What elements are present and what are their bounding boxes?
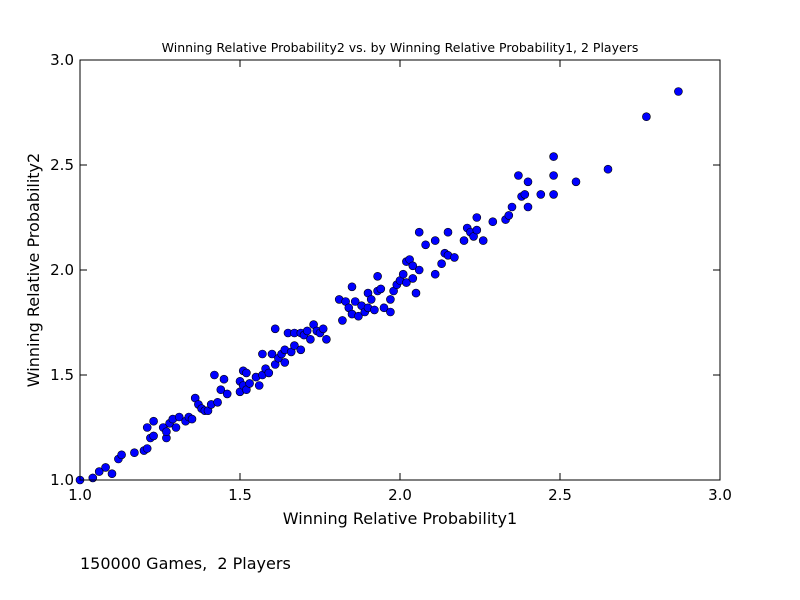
data-point <box>520 190 530 199</box>
y-axis-label: Winning Relative Probability2 <box>24 153 43 387</box>
x-tick-label: 3.0 <box>708 486 732 504</box>
data-point <box>478 236 488 245</box>
data-point <box>149 416 158 426</box>
data-point <box>504 211 514 220</box>
data-point <box>270 324 280 334</box>
data-point <box>302 326 312 336</box>
data-point <box>408 261 418 271</box>
data-point <box>174 412 184 422</box>
data-point <box>149 431 158 441</box>
data-point <box>376 284 386 294</box>
data-point <box>536 190 546 199</box>
data-point <box>603 164 613 174</box>
data-point <box>216 385 226 395</box>
games-caption: 150000 Games, 2 Players <box>80 554 291 573</box>
data-point <box>430 236 440 245</box>
data-point <box>306 334 315 344</box>
data-point <box>370 305 379 315</box>
data-point <box>523 177 533 187</box>
axis-ticks: 1.0 1.5 2.0 2.5 3.0 1.0 1.5 2.0 2.5 3.0 <box>50 51 732 504</box>
data-point <box>523 202 533 212</box>
data-point <box>187 414 197 424</box>
data-point <box>411 288 421 298</box>
data-point <box>171 423 181 432</box>
data-point <box>107 469 117 479</box>
data-point <box>254 381 264 390</box>
data-point <box>142 423 152 432</box>
chart-title: Winning Relative Probability2 vs. by Win… <box>162 40 639 55</box>
data-point <box>472 213 482 222</box>
data-point <box>162 427 171 437</box>
data-point <box>318 324 328 334</box>
data-point <box>398 269 408 279</box>
y-tick-label: 3.0 <box>50 51 74 69</box>
data-point <box>94 467 104 476</box>
y-tick-label: 1.0 <box>50 471 74 489</box>
data-point <box>514 171 523 180</box>
data-point <box>674 87 683 96</box>
y-tick-label: 2.5 <box>50 156 74 174</box>
data-point <box>142 444 152 453</box>
data-point <box>242 368 251 378</box>
data-point <box>264 368 274 378</box>
data-point <box>507 202 517 212</box>
data-point <box>421 240 430 250</box>
data-point <box>386 295 395 304</box>
data-point <box>472 225 482 235</box>
data-point <box>450 253 459 262</box>
data-point <box>386 307 395 317</box>
data-point <box>219 374 229 384</box>
data-point <box>280 358 290 367</box>
data-point <box>373 271 382 281</box>
x-tick-label: 1.0 <box>68 486 92 504</box>
data-point <box>130 448 139 458</box>
x-tick-label: 1.5 <box>228 486 252 504</box>
data-point <box>258 349 267 359</box>
data-point <box>402 278 411 287</box>
data-point <box>549 152 558 161</box>
data-point <box>338 316 347 325</box>
data-point <box>210 370 219 380</box>
x-axis-label: Winning Relative Probability1 <box>283 509 517 528</box>
data-point <box>222 389 232 399</box>
data-point <box>379 303 389 313</box>
data-point <box>549 171 558 180</box>
data-point <box>322 334 331 344</box>
x-tick-label: 2.0 <box>388 486 412 504</box>
data-point <box>642 112 651 121</box>
data-point <box>437 259 446 269</box>
y-tick-label: 1.5 <box>50 366 74 384</box>
data-point <box>213 397 222 407</box>
data-point <box>101 463 110 472</box>
data-point <box>296 345 306 355</box>
data-point <box>414 227 424 237</box>
data-point <box>354 311 363 321</box>
data-point <box>488 217 498 226</box>
data-point <box>88 473 98 483</box>
data-point <box>549 190 558 199</box>
data-points <box>75 87 683 485</box>
data-point <box>290 341 299 350</box>
y-tick-label: 2.0 <box>50 261 74 279</box>
data-point <box>245 379 254 388</box>
data-point <box>366 295 376 304</box>
data-point <box>459 236 469 245</box>
data-point <box>267 349 277 359</box>
data-point <box>350 297 360 306</box>
data-point <box>347 282 357 292</box>
data-point <box>117 450 126 460</box>
data-point <box>430 269 440 279</box>
data-point <box>443 227 453 237</box>
data-point <box>414 265 424 275</box>
data-point <box>408 274 418 283</box>
x-tick-label: 2.5 <box>548 486 572 504</box>
data-point <box>571 177 581 187</box>
